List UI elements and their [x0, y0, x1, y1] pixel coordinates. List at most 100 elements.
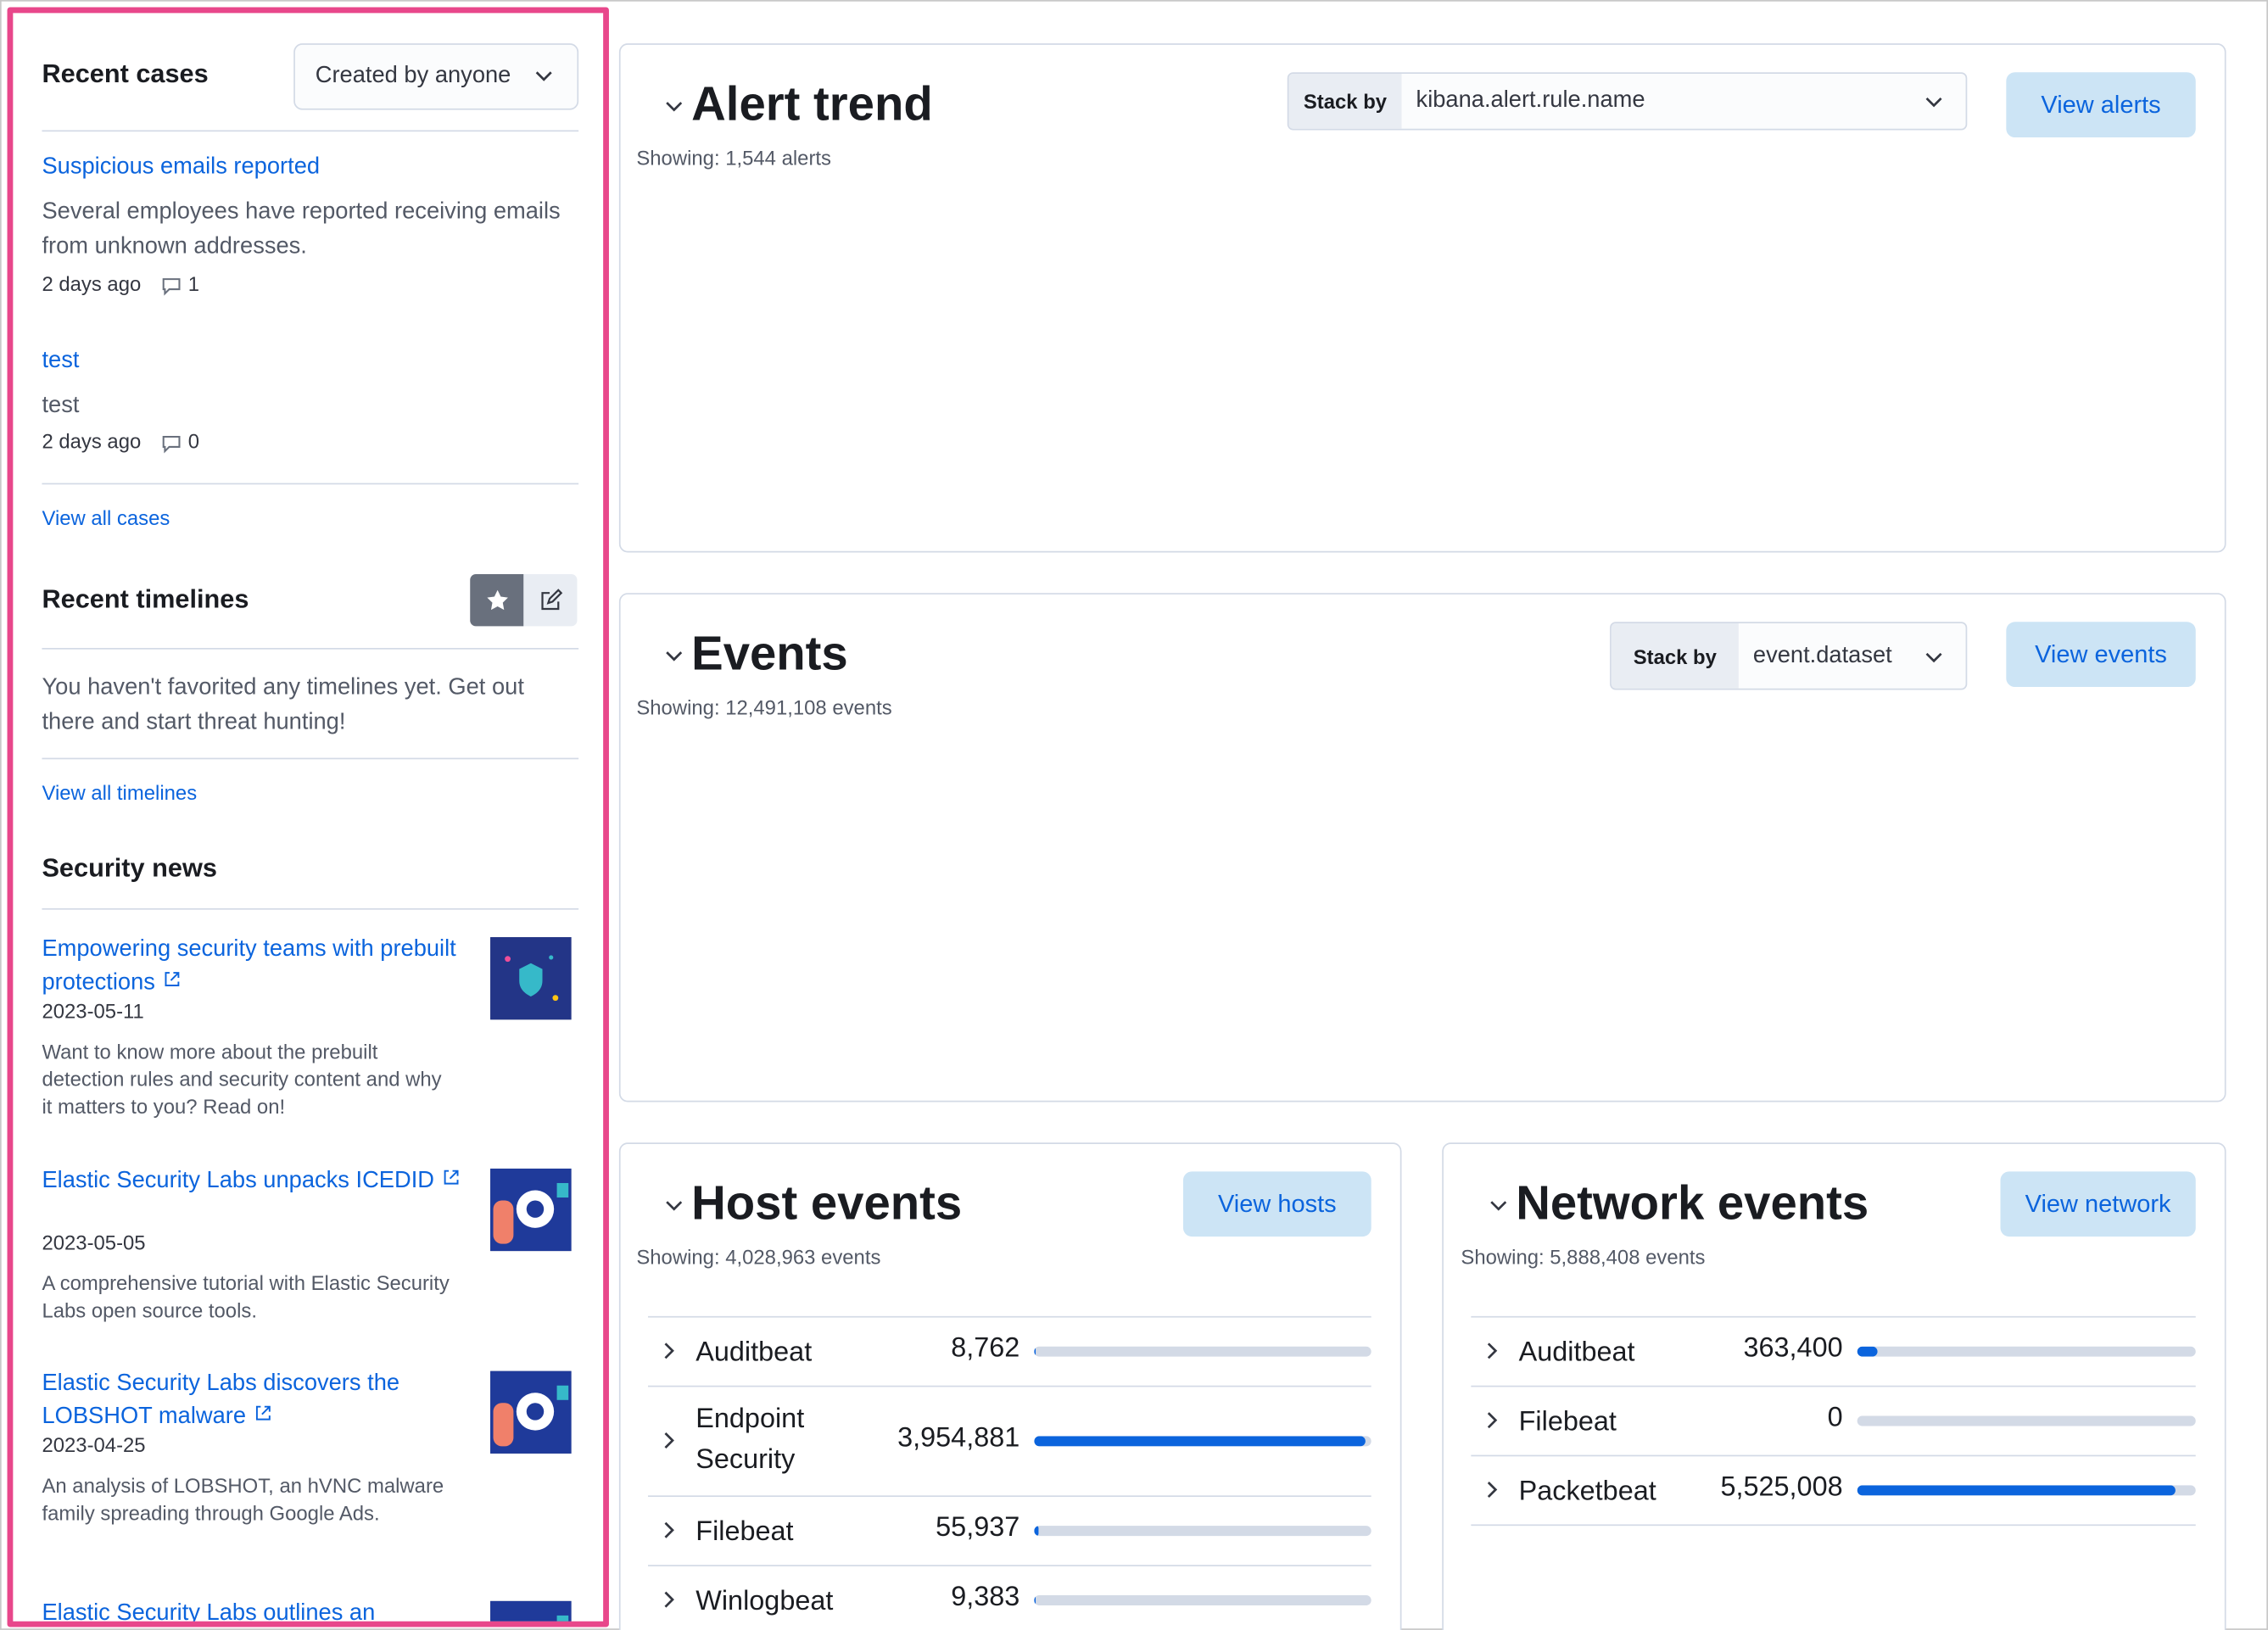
comment-icon: [160, 275, 183, 305]
stack-by-select[interactable]: Stack by kibana.alert.rule.name: [1287, 72, 1968, 131]
expand-row-svg: [1487, 1482, 1498, 1499]
chevron-svg: [1925, 97, 1942, 108]
panel-title: Events: [691, 626, 848, 680]
news-title[interactable]: Elastic Security Labs discovers the LOBS…: [42, 1367, 468, 1433]
case-age: 2 days ago: [42, 271, 142, 295]
external-link-icon: [434, 1169, 461, 1193]
external-link-icon: [155, 970, 182, 995]
edit-toggle-svg: [540, 589, 562, 611]
news-thumbnail: [490, 937, 572, 1020]
progress-bar: [1034, 1595, 1036, 1605]
divider: [1471, 1385, 2196, 1387]
view-button[interactable]: View hosts: [1182, 1171, 1371, 1237]
row-value: 3,954,881: [897, 1423, 1020, 1454]
progress-bar: [1857, 1346, 1879, 1357]
divider: [42, 130, 579, 132]
chevron: [1922, 645, 1945, 675]
expand-row: [656, 1339, 679, 1370]
row-value: 363,400: [1743, 1333, 1843, 1365]
view-all-timelines[interactable]: View all timelines: [42, 780, 198, 805]
expand-row-svg: [664, 1521, 674, 1538]
news-title-text[interactable]: Elastic Security Labs discovers the LOBS…: [42, 1370, 400, 1429]
progress-bar: [1857, 1485, 2176, 1496]
collapse-toggle-svg: [666, 102, 683, 112]
comment-count: 1: [187, 271, 199, 295]
news-title-text[interactable]: Empowering security teams with prebuilt …: [42, 937, 456, 996]
view-button[interactable]: View events: [2006, 622, 2196, 688]
comment-icon-svg: [162, 435, 181, 454]
row-name: Auditbeat: [695, 1337, 813, 1369]
collapse-toggle: [662, 1193, 685, 1224]
comment-count: 0: [187, 429, 199, 453]
panel-title: Host events: [691, 1175, 963, 1230]
view-button[interactable]: View alerts: [2006, 72, 2196, 138]
row-name: Packetbeat: [1518, 1476, 1656, 1507]
news-thumbnail-svg: [490, 1370, 572, 1454]
progress-track: [1857, 1346, 2196, 1357]
section-title: Recent cases: [42, 59, 209, 89]
divider: [1471, 1454, 2196, 1457]
stack-by-value: event.dataset: [1752, 643, 1892, 668]
news-thumbnail-svg: [490, 1600, 572, 1622]
expand-row: [1480, 1409, 1503, 1439]
expand-row-svg: [664, 1432, 674, 1449]
news-thumbnail: [490, 1600, 572, 1622]
showing-count: Showing: 5,888,408 events: [1461, 1245, 1706, 1269]
chevron-svg: [535, 71, 552, 81]
news-title-text[interactable]: Elastic Security Labs unpacks ICEDID: [42, 1168, 434, 1193]
news-date: 2023-04-25: [42, 1433, 146, 1457]
external-link-icon: [246, 1404, 272, 1429]
divider: [42, 907, 579, 910]
favorites-toggle: [470, 574, 524, 627]
filter-dropdown[interactable]: Created by anyone: [293, 43, 579, 110]
row-name: Winlogbeat: [695, 1586, 834, 1617]
view-button[interactable]: View network: [2000, 1171, 2196, 1237]
showing-count: Showing: 4,028,963 events: [636, 1245, 881, 1269]
external-link-svg: [165, 972, 179, 986]
progress-bar: [1034, 1436, 1366, 1447]
progress-track: [1034, 1436, 1371, 1447]
case-age: 2 days ago: [42, 429, 142, 453]
news-title[interactable]: Elastic Security Labs outlines an: [42, 1597, 468, 1622]
news-title[interactable]: Empowering security teams with prebuilt …: [42, 933, 468, 999]
case-description: Several employees have reported receivin…: [42, 199, 561, 260]
expand-row: [656, 1588, 679, 1618]
news-title-text[interactable]: Elastic Security Labs outlines an: [42, 1600, 376, 1622]
progress-track: [1857, 1415, 2196, 1426]
expand-row-svg: [664, 1591, 674, 1608]
row-value: 9,383: [951, 1582, 1020, 1613]
case-title[interactable]: Suspicious emails reported: [42, 154, 321, 180]
case-title[interactable]: test: [42, 348, 80, 373]
row-value: 55,937: [936, 1512, 1020, 1543]
showing-count: Showing: 1,544 alerts: [636, 146, 831, 170]
news-title[interactable]: Elastic Security Labs unpacks ICEDID: [42, 1164, 468, 1197]
divider: [42, 648, 579, 650]
chevron: [1922, 90, 1945, 120]
collapse-toggle: [662, 94, 685, 125]
sidebar-highlight: [7, 7, 609, 1627]
news-date: 2023-05-05: [42, 1231, 146, 1254]
collapse-toggle: [1487, 1193, 1510, 1224]
filter-label: Created by anyone: [315, 64, 511, 89]
view-all-cases[interactable]: View all cases: [42, 505, 170, 530]
row-value: 0: [1827, 1403, 1843, 1434]
collapse-toggle: [662, 644, 685, 674]
stack-by-select[interactable]: Stack by event.dataset: [1610, 622, 1968, 690]
row-name: Filebeat: [695, 1516, 794, 1548]
stack-by-label: Stack by: [1611, 623, 1739, 689]
collapse-toggle-svg: [666, 1201, 683, 1211]
divider: [648, 1315, 1371, 1318]
divider: [648, 1385, 1371, 1387]
news-thumbnail: [490, 1168, 572, 1252]
chevron-svg: [1925, 652, 1942, 662]
news-date: 2023-05-11: [42, 999, 144, 1023]
news-summary: An analysis of LOBSHOT, an hVNC malware …: [42, 1473, 444, 1525]
stack-by-value: kibana.alert.rule.name: [1416, 88, 1645, 114]
external-link-svg: [255, 1405, 271, 1421]
news-summary: A comprehensive tutorial with Elastic Se…: [42, 1271, 450, 1322]
row-name: Filebeat: [1518, 1407, 1617, 1438]
expand-row: [1480, 1478, 1503, 1509]
stack-by-label: Stack by: [1288, 73, 1402, 129]
row-name: Endpoint Security: [695, 1404, 805, 1476]
row-value: 8,762: [951, 1333, 1020, 1365]
